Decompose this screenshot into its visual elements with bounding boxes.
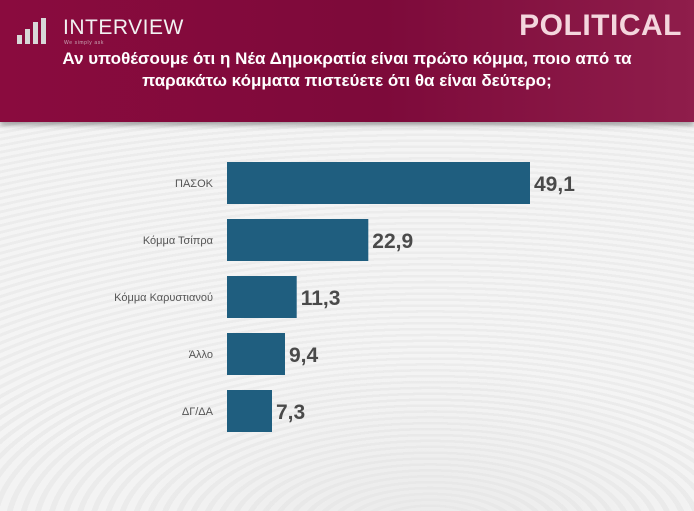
brand-tagline: We simply ask bbox=[64, 40, 104, 46]
interview-logo-icon bbox=[17, 18, 55, 44]
brand-name: INTERVIEW bbox=[63, 16, 184, 39]
value-label: 49,1 bbox=[534, 173, 575, 196]
category-label: Κόμμα Καρυστιανού bbox=[114, 292, 213, 304]
chart-title: Αν υποθέσουμε ότι η Νέα Δημοκρατία είναι… bbox=[62, 49, 632, 90]
bar-1 bbox=[227, 162, 530, 204]
political-logo: POLITICAL bbox=[519, 9, 682, 42]
category-label: ΔΓ/ΔΑ bbox=[182, 406, 214, 418]
category-label: Άλλο bbox=[189, 349, 213, 361]
value-label: 9,4 bbox=[289, 344, 319, 367]
category-label: Κόμμα Τσίπρα bbox=[143, 235, 214, 247]
value-label: 22,9 bbox=[372, 230, 413, 253]
value-label: 11,3 bbox=[301, 287, 341, 310]
header-banner: INTERVIEW We simply ask POLITICAL Αν υπο… bbox=[0, 0, 694, 122]
category-label: ΠΑΣΟΚ bbox=[175, 178, 214, 190]
value-label: 7,3 bbox=[276, 401, 305, 424]
bar-2 bbox=[227, 219, 369, 261]
bar-3 bbox=[227, 276, 297, 318]
bar-5 bbox=[227, 390, 272, 432]
bar-4 bbox=[227, 333, 285, 375]
